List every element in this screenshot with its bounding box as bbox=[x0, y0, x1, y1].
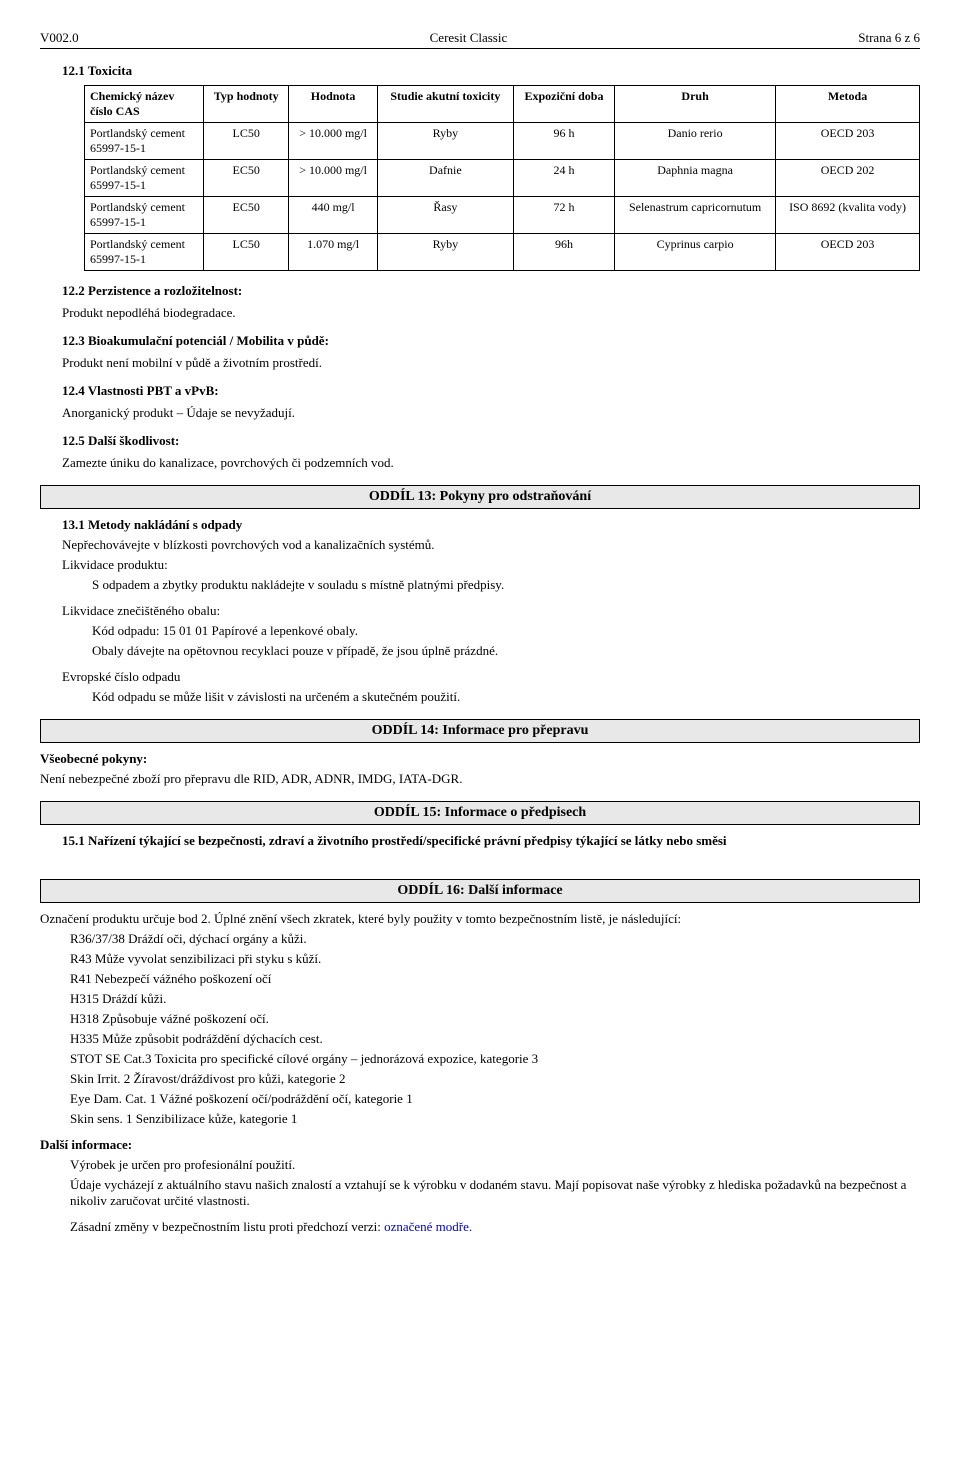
table-cell: > 10.000 mg/l bbox=[289, 123, 378, 160]
table-cell: OECD 203 bbox=[776, 234, 920, 271]
section-12-5-title: 12.5 Další škodlivost: bbox=[62, 433, 920, 449]
table-cell: 24 h bbox=[513, 160, 614, 197]
section-16-line: H315 Dráždí kůži. bbox=[70, 991, 920, 1007]
section-16-line: R36/37/38 Dráždí oči, dýchací orgány a k… bbox=[70, 931, 920, 947]
section-13-p3-label: Likvidace znečištěného obalu: bbox=[62, 603, 920, 619]
section-15-bar: ODDÍL 15: Informace o předpisech bbox=[40, 801, 920, 825]
header-center: Ceresit Classic bbox=[430, 30, 508, 46]
header-right: Strana 6 z 6 bbox=[858, 30, 920, 46]
section-13-bar: ODDÍL 13: Pokyny pro odstraňování bbox=[40, 485, 920, 509]
table-cell: OECD 203 bbox=[776, 123, 920, 160]
table-cell: LC50 bbox=[204, 123, 289, 160]
section-12-2-title: 12.2 Perzistence a rozložitelnost: bbox=[62, 283, 920, 299]
section-16-line: Skin sens. 1 Senzibilizace kůže, kategor… bbox=[70, 1111, 920, 1127]
table-row: Portlandský cement 65997-15-1EC50440 mg/… bbox=[85, 197, 920, 234]
table-cell: 1.070 mg/l bbox=[289, 234, 378, 271]
section-12-1-title: 12.1 Toxicita bbox=[62, 63, 920, 79]
section-13-p3-text2: Obaly dávejte na opětovnou recyklaci pou… bbox=[92, 643, 920, 659]
table-row: Portlandský cement 65997-15-1LC501.070 m… bbox=[85, 234, 920, 271]
section-15-1-title: 15.1 Nařízení týkající se bezpečnosti, z… bbox=[62, 833, 920, 849]
section-12-2-text: Produkt nepodléhá biodegradace. bbox=[62, 305, 920, 321]
table-cell: Danio rerio bbox=[615, 123, 776, 160]
section-16-further-1: Výrobek je určen pro profesionální použi… bbox=[70, 1157, 920, 1173]
section-13-1-title: 13.1 Metody nakládání s odpady bbox=[62, 517, 242, 532]
section-12-3-text: Produkt není mobilní v půdě a životním p… bbox=[62, 355, 920, 371]
section-14-text: Není nebezpečné zboží pro přepravu dle R… bbox=[40, 771, 920, 787]
section-16-line: H318 Způsobuje vážné poškození očí. bbox=[70, 1011, 920, 1027]
table-cell: Portlandský cement 65997-15-1 bbox=[85, 197, 204, 234]
section-13-p2-label: Likvidace produktu: bbox=[62, 557, 920, 573]
section-16-bar: ODDÍL 16: Další informace bbox=[40, 879, 920, 903]
table-header-row: Chemický název číslo CAS Typ hodnoty Hod… bbox=[85, 86, 920, 123]
toxicity-table: Chemický název číslo CAS Typ hodnoty Hod… bbox=[84, 85, 920, 271]
section-16-further-2: Údaje vycházejí z aktuálního stavu našic… bbox=[70, 1177, 920, 1209]
table-cell: OECD 202 bbox=[776, 160, 920, 197]
table-cell: Řasy bbox=[377, 197, 513, 234]
table-cell: 440 mg/l bbox=[289, 197, 378, 234]
col-method: Metoda bbox=[776, 86, 920, 123]
section-14-bar: ODDÍL 14: Informace pro přepravu bbox=[40, 719, 920, 743]
header-left: V002.0 bbox=[40, 30, 79, 46]
section-12-4-title: 12.4 Vlastnosti PBT a vPvB: bbox=[62, 383, 920, 399]
table-cell: Cyprinus carpio bbox=[615, 234, 776, 271]
col-name: Chemický název číslo CAS bbox=[85, 86, 204, 123]
col-exposure: Expoziční doba bbox=[513, 86, 614, 123]
section-13-p1: Nepřechovávejte v blízkosti povrchových … bbox=[62, 537, 920, 553]
section-16-line: Skin Irrit. 2 Žíravost/dráždivost pro ků… bbox=[70, 1071, 920, 1087]
table-cell: Daphnia magna bbox=[615, 160, 776, 197]
table-cell: LC50 bbox=[204, 234, 289, 271]
table-cell: Portlandský cement 65997-15-1 bbox=[85, 234, 204, 271]
section-16-line: Eye Dam. Cat. 1 Vážné poškození očí/podr… bbox=[70, 1091, 920, 1107]
section-13-p4-text: Kód odpadu se může lišit v závislosti na… bbox=[92, 689, 920, 705]
section-16-line: STOT SE Cat.3 Toxicita pro specifické cí… bbox=[70, 1051, 920, 1067]
section-12-5-text: Zamezte úniku do kanalizace, povrchových… bbox=[62, 455, 920, 471]
page-header: V002.0 Ceresit Classic Strana 6 z 6 bbox=[40, 30, 920, 49]
table-row: Portlandský cement 65997-15-1EC50> 10.00… bbox=[85, 160, 920, 197]
table-cell: Portlandský cement 65997-15-1 bbox=[85, 160, 204, 197]
section-13-p2-text: S odpadem a zbytky produktu nakládejte v… bbox=[92, 577, 920, 593]
section-16-changes: Zásadní změny v bezpečnostním listu prot… bbox=[70, 1219, 920, 1235]
section-12-4-text: Anorganický produkt – Údaje se nevyžaduj… bbox=[62, 405, 920, 421]
section-13-p4-label: Evropské číslo odpadu bbox=[62, 669, 920, 685]
col-study: Studie akutní toxicity bbox=[377, 86, 513, 123]
table-cell: Portlandský cement 65997-15-1 bbox=[85, 123, 204, 160]
col-type: Typ hodnoty bbox=[204, 86, 289, 123]
table-cell: ISO 8692 (kvalita vody) bbox=[776, 197, 920, 234]
table-row: Portlandský cement 65997-15-1LC50> 10.00… bbox=[85, 123, 920, 160]
table-cell: 96h bbox=[513, 234, 614, 271]
changes-prefix: Zásadní změny v bezpečnostním listu prot… bbox=[70, 1219, 384, 1234]
table-cell: Dafnie bbox=[377, 160, 513, 197]
table-cell: EC50 bbox=[204, 197, 289, 234]
section-14-label: Všeobecné pokyny: bbox=[40, 751, 147, 766]
col-value: Hodnota bbox=[289, 86, 378, 123]
section-13-p3-text1: Kód odpadu: 15 01 01 Papírové a lepenkov… bbox=[92, 623, 920, 639]
table-cell: Ryby bbox=[377, 123, 513, 160]
section-16-line: R41 Nebezpečí vážného poškození očí bbox=[70, 971, 920, 987]
section-12-3-title: 12.3 Bioakumulační potenciál / Mobilita … bbox=[62, 333, 920, 349]
table-cell: 96 h bbox=[513, 123, 614, 160]
table-cell: 72 h bbox=[513, 197, 614, 234]
section-16-line: R43 Může vyvolat senzibilizaci při styku… bbox=[70, 951, 920, 967]
table-cell: Selenastrum capricornutum bbox=[615, 197, 776, 234]
table-cell: Ryby bbox=[377, 234, 513, 271]
section-16-further-label: Další informace: bbox=[40, 1137, 920, 1153]
section-16-intro: Označení produktu určuje bod 2. Úplné zn… bbox=[40, 911, 920, 927]
changes-blue: označené modře. bbox=[384, 1219, 472, 1234]
table-cell: > 10.000 mg/l bbox=[289, 160, 378, 197]
col-species: Druh bbox=[615, 86, 776, 123]
table-cell: EC50 bbox=[204, 160, 289, 197]
section-16-line: H335 Může způsobit podráždění dýchacích … bbox=[70, 1031, 920, 1047]
